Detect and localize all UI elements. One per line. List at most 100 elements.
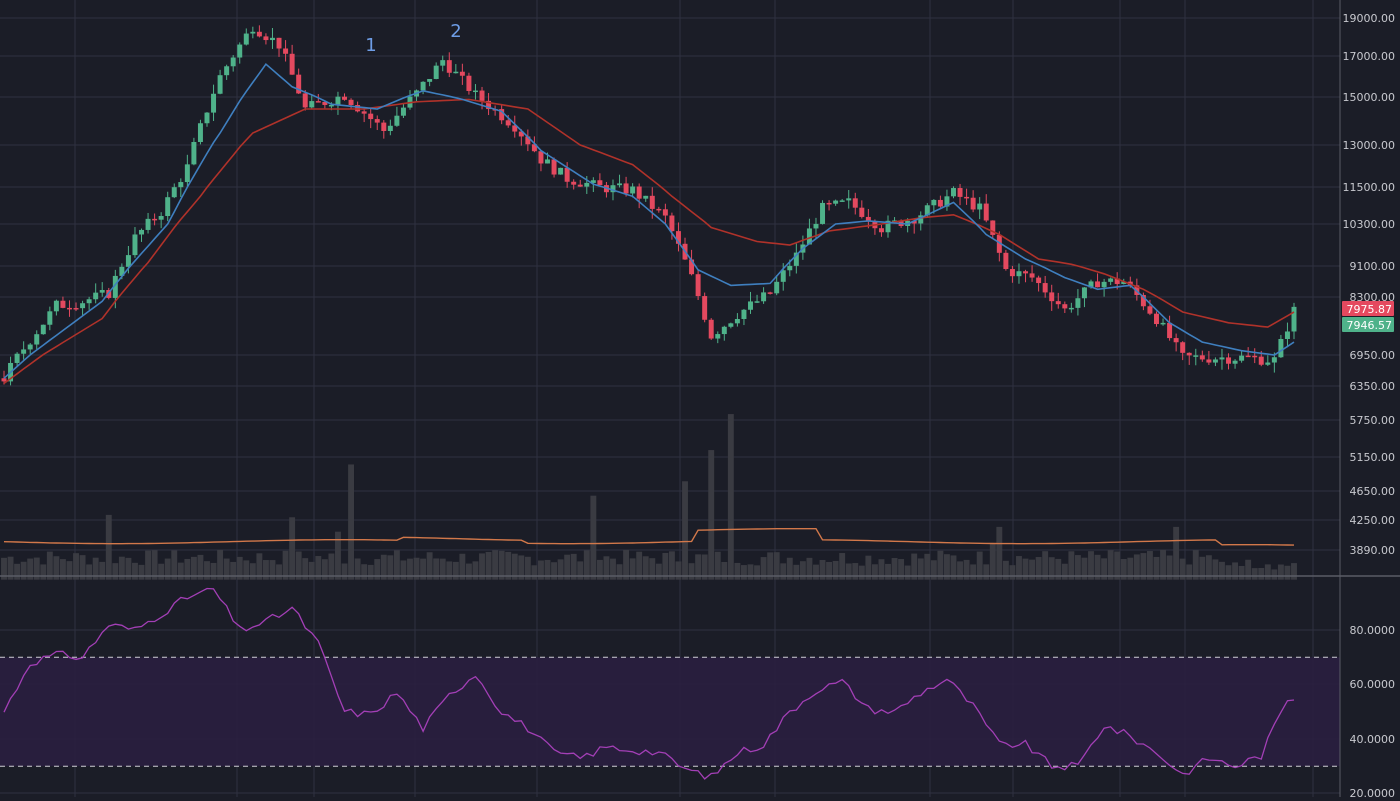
volume-bar	[623, 549, 630, 580]
price-tick-label: 3890.00	[1350, 544, 1396, 557]
volume-bars	[1, 414, 1297, 580]
candle-up	[1271, 357, 1277, 363]
candle-up	[734, 318, 740, 324]
candle-up	[885, 220, 891, 233]
candle-up	[112, 275, 118, 298]
volume-bar	[348, 464, 355, 580]
candle-up	[1016, 271, 1022, 277]
candle-down	[1245, 355, 1251, 358]
candle-up	[40, 324, 46, 335]
volume-bar	[328, 553, 335, 580]
volume-bar	[963, 559, 970, 580]
volume-bar	[1094, 554, 1101, 580]
volume-bar	[878, 559, 885, 580]
volume-bar	[603, 556, 610, 580]
volume-bar	[105, 514, 112, 580]
candle-down	[1258, 356, 1264, 365]
candle-up	[309, 101, 315, 108]
volume-bar	[518, 555, 525, 580]
candle-up	[1284, 331, 1290, 339]
candle-up	[630, 186, 636, 194]
volume-bar	[1251, 568, 1258, 580]
candle-up	[1291, 306, 1297, 332]
candle-up	[610, 185, 616, 193]
candle-up	[211, 93, 217, 113]
candle-down	[911, 220, 917, 224]
candle-down	[564, 167, 570, 182]
volume-bar	[1232, 562, 1239, 580]
price-label-text: 7946.57	[1347, 319, 1393, 332]
candle-up	[86, 299, 92, 304]
candle-up	[394, 115, 400, 126]
candle-down	[571, 181, 577, 185]
candle-down	[1036, 277, 1042, 284]
rsi-tick-label: 60.0000	[1350, 678, 1396, 691]
candle-down	[1140, 294, 1146, 307]
candle-down	[479, 90, 485, 101]
volume-bar	[1127, 557, 1134, 580]
candle-up	[924, 205, 930, 216]
candle-down	[623, 183, 629, 194]
volume-bar	[354, 558, 361, 580]
candle-down	[695, 274, 701, 297]
candle-up	[1265, 362, 1271, 365]
price-tick-label: 11500.00	[1343, 181, 1396, 194]
candle-down	[675, 231, 681, 244]
candle-up	[1088, 281, 1094, 288]
volume-bar	[957, 561, 963, 580]
volume-bar	[1009, 565, 1016, 580]
volume-bar	[400, 560, 407, 580]
candle-down	[73, 308, 79, 310]
volume-bar	[531, 565, 538, 580]
volume-bar	[557, 559, 564, 580]
candle-down	[1023, 271, 1029, 274]
volume-bar	[321, 559, 328, 580]
candle-down	[1252, 355, 1258, 358]
volume-bar	[767, 552, 774, 580]
candle-up	[558, 167, 564, 175]
volume-bar	[1219, 561, 1225, 580]
candle-up	[780, 270, 786, 282]
wave-label: 1	[365, 35, 376, 56]
candle-up	[80, 303, 86, 309]
candle-down	[852, 198, 858, 208]
candle-up	[774, 281, 780, 294]
price-tick-label: 4250.00	[1350, 514, 1396, 527]
volume-bar	[249, 563, 256, 580]
candle-down	[512, 125, 518, 132]
volume-bar	[1107, 550, 1114, 580]
volume-bar	[1055, 558, 1062, 580]
volume-bar	[210, 562, 217, 580]
rsi-tick-label: 40.0000	[1350, 733, 1396, 746]
candle-up	[1101, 281, 1107, 288]
volume-ma-line	[3, 528, 1295, 546]
volume-bar	[465, 563, 472, 580]
volume-bar	[46, 551, 53, 580]
candle-down	[1173, 338, 1179, 343]
volume-bar	[950, 555, 957, 580]
volume-bar	[485, 551, 492, 580]
volume-bar	[380, 554, 387, 580]
candle-up	[584, 182, 590, 187]
candle-down	[302, 93, 308, 108]
candle-down	[381, 122, 387, 132]
candle-up	[1232, 360, 1238, 364]
volume-bar	[269, 560, 276, 580]
volume-bar	[1029, 559, 1036, 580]
ma-slow-line	[3, 98, 1295, 385]
last-price-labels: 7975.87 7946.57	[1342, 301, 1394, 332]
candle-down	[1180, 342, 1186, 353]
volume-bar	[197, 554, 204, 580]
volume-bar	[668, 551, 675, 580]
candle-down	[702, 296, 708, 320]
volume-bar	[433, 558, 440, 580]
volume-bar	[1186, 564, 1193, 580]
candle-up	[944, 196, 950, 207]
volume-bar	[1042, 551, 1049, 580]
candle-down	[662, 209, 668, 216]
volume-bar	[7, 556, 14, 580]
candle-up	[269, 37, 275, 41]
candle-up	[590, 180, 596, 183]
